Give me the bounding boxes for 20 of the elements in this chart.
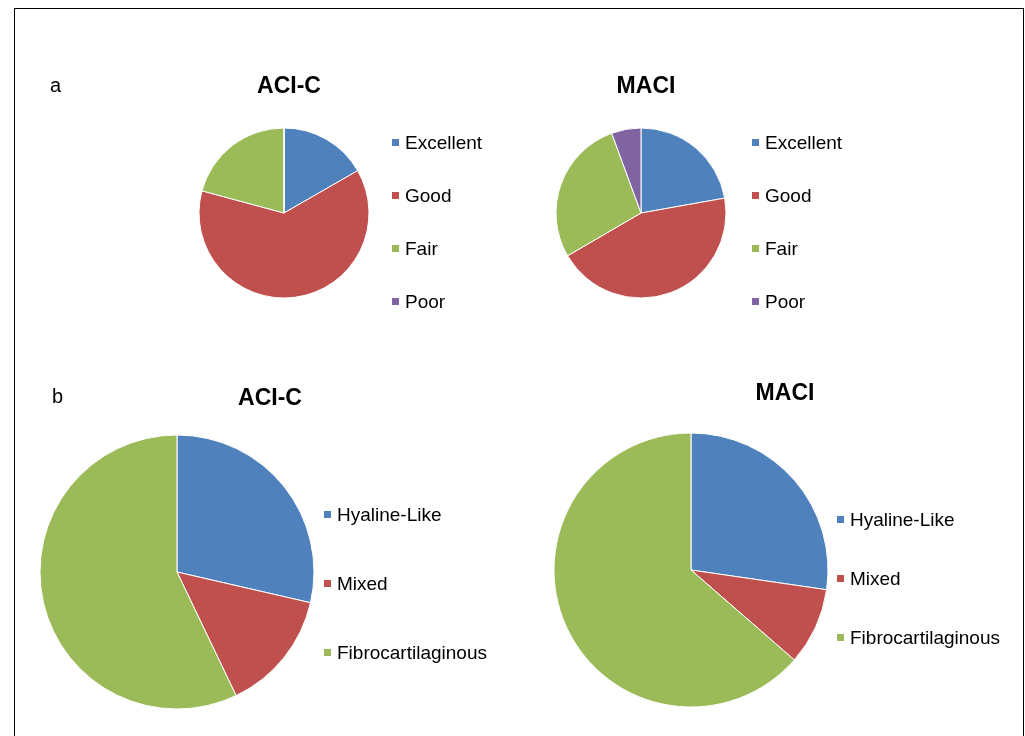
- chart-title: MACI: [616, 71, 676, 98]
- chart-title: ACI-C: [238, 383, 302, 410]
- legend-label: Fair: [765, 238, 799, 259]
- legend-label: Excellent: [765, 132, 843, 153]
- legend-label: Good: [765, 185, 812, 206]
- legend-label: Fair: [405, 238, 439, 259]
- text: b: [52, 385, 64, 407]
- chart-title: MACI: [755, 378, 815, 405]
- legend-label: Poor: [405, 291, 446, 312]
- legend-label: Mixed: [337, 573, 388, 594]
- legend-label: Hyaline-Like: [850, 509, 955, 530]
- chart-title: ACI-C: [257, 71, 321, 98]
- legend-label: Good: [405, 185, 452, 206]
- legend-label: Fibrocartilaginous: [850, 627, 1000, 648]
- legend-label: Poor: [765, 291, 806, 312]
- legend-label: Hyaline-Like: [337, 504, 442, 525]
- text: a: [50, 74, 62, 96]
- legend-label: Mixed: [850, 568, 901, 589]
- legend-label: Fibrocartilaginous: [337, 642, 487, 663]
- legend-label: Excellent: [405, 132, 483, 153]
